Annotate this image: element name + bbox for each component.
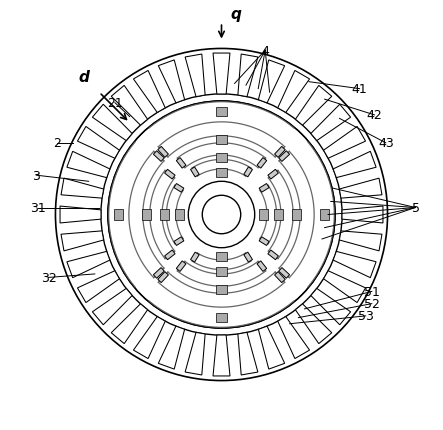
Polygon shape (244, 252, 253, 262)
Polygon shape (216, 154, 227, 162)
Polygon shape (292, 210, 301, 220)
Polygon shape (279, 151, 290, 162)
Polygon shape (190, 252, 199, 262)
Polygon shape (142, 210, 151, 220)
Polygon shape (216, 268, 227, 276)
Polygon shape (185, 332, 205, 375)
Polygon shape (174, 184, 184, 193)
Polygon shape (278, 317, 310, 359)
Polygon shape (257, 158, 267, 169)
Text: 51: 51 (364, 285, 380, 298)
Text: 3: 3 (32, 169, 40, 182)
Polygon shape (111, 86, 148, 126)
Polygon shape (320, 210, 329, 220)
Polygon shape (158, 147, 168, 158)
Polygon shape (244, 168, 253, 178)
Polygon shape (268, 250, 278, 260)
Polygon shape (61, 179, 104, 199)
Polygon shape (165, 250, 175, 260)
Polygon shape (274, 210, 283, 220)
Polygon shape (93, 289, 132, 325)
Text: 31: 31 (30, 202, 46, 215)
Polygon shape (259, 210, 268, 220)
Text: d: d (78, 70, 89, 85)
Polygon shape (111, 304, 148, 344)
Polygon shape (133, 317, 165, 359)
Polygon shape (216, 108, 227, 117)
Circle shape (188, 182, 255, 248)
Polygon shape (158, 272, 168, 283)
Polygon shape (165, 170, 175, 180)
Polygon shape (311, 289, 350, 325)
Text: 21: 21 (107, 97, 123, 110)
Polygon shape (258, 61, 285, 104)
Polygon shape (342, 206, 383, 224)
Polygon shape (160, 210, 169, 220)
Polygon shape (275, 147, 285, 158)
Polygon shape (216, 286, 227, 295)
Polygon shape (238, 332, 258, 375)
Polygon shape (78, 271, 120, 303)
Polygon shape (278, 71, 310, 113)
Polygon shape (153, 151, 164, 162)
Text: 52: 52 (364, 298, 380, 310)
Circle shape (101, 95, 342, 335)
Polygon shape (323, 127, 365, 159)
Circle shape (108, 101, 335, 329)
Polygon shape (67, 152, 110, 178)
Polygon shape (258, 326, 285, 369)
Polygon shape (176, 158, 186, 169)
Polygon shape (339, 231, 382, 251)
Polygon shape (216, 135, 227, 144)
Polygon shape (174, 237, 184, 246)
Text: 41: 41 (352, 83, 367, 96)
Text: 53: 53 (358, 310, 373, 322)
Polygon shape (323, 271, 365, 303)
Polygon shape (158, 326, 185, 369)
Polygon shape (216, 313, 227, 322)
Polygon shape (333, 152, 376, 178)
Polygon shape (268, 170, 278, 180)
Polygon shape (133, 71, 165, 113)
Polygon shape (78, 127, 120, 159)
Polygon shape (257, 261, 267, 272)
Circle shape (202, 196, 241, 234)
Polygon shape (61, 231, 104, 251)
Polygon shape (67, 252, 110, 278)
Polygon shape (60, 206, 101, 224)
Polygon shape (259, 237, 269, 246)
Polygon shape (238, 55, 258, 98)
Text: q: q (230, 7, 241, 22)
Polygon shape (279, 268, 290, 279)
Polygon shape (295, 86, 332, 126)
Text: 2: 2 (53, 137, 61, 150)
Text: 4: 4 (261, 45, 269, 58)
Polygon shape (213, 335, 230, 376)
Polygon shape (114, 210, 123, 220)
Text: 5: 5 (412, 202, 420, 215)
Text: 43: 43 (378, 137, 394, 150)
Circle shape (55, 49, 388, 381)
Polygon shape (185, 55, 205, 98)
Polygon shape (213, 54, 230, 95)
Polygon shape (175, 210, 184, 220)
Polygon shape (216, 169, 227, 178)
Polygon shape (295, 304, 332, 344)
Polygon shape (311, 105, 350, 141)
Text: 42: 42 (366, 109, 382, 122)
Polygon shape (153, 268, 164, 279)
Polygon shape (93, 105, 132, 141)
Polygon shape (333, 252, 376, 278)
Polygon shape (190, 168, 199, 178)
Polygon shape (339, 179, 382, 199)
Polygon shape (259, 184, 269, 193)
Polygon shape (176, 261, 186, 272)
Polygon shape (275, 272, 285, 283)
Polygon shape (216, 252, 227, 261)
Polygon shape (158, 61, 185, 104)
Text: 32: 32 (41, 271, 56, 284)
